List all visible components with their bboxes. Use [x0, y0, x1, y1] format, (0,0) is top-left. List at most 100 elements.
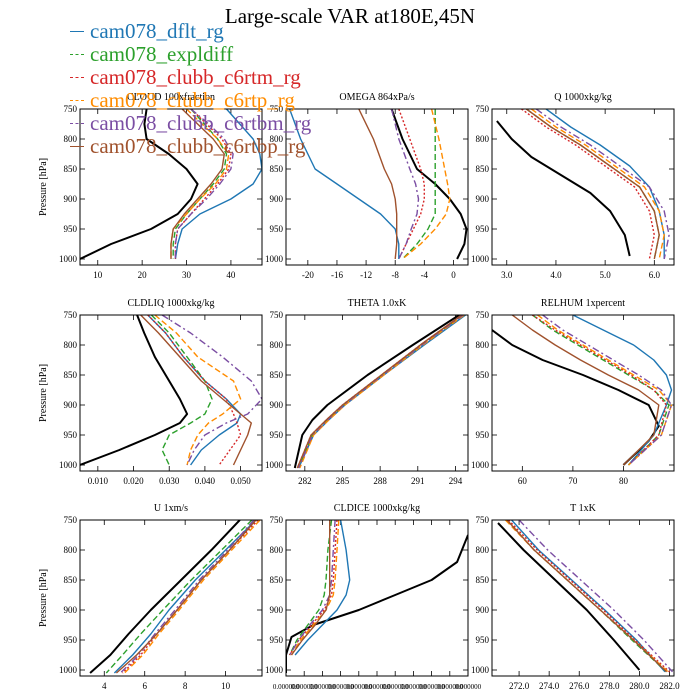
- series-line: [124, 520, 261, 674]
- y-tick-label: 800: [270, 340, 284, 350]
- x-tick-label: 291: [411, 476, 425, 486]
- series-line: [174, 109, 234, 259]
- x-tick-label: 0.000000: [291, 683, 318, 691]
- x-tick-label: 0.000000: [346, 683, 373, 691]
- x-tick-label: 60: [518, 476, 528, 486]
- series-line: [390, 109, 468, 260]
- x-tick-label: 272.0: [509, 681, 530, 691]
- y-tick-label: 800: [64, 340, 78, 350]
- y-tick-label: 950: [476, 430, 490, 440]
- series-line: [293, 315, 460, 469]
- series-line: [290, 520, 340, 656]
- y-tick-label: 850: [270, 164, 284, 174]
- x-tick-label: 282.0: [659, 681, 680, 691]
- y-tick-label: 1000: [265, 460, 284, 470]
- y-tick-label: 850: [476, 164, 490, 174]
- y-tick-label: 850: [64, 370, 78, 380]
- series-line: [113, 520, 257, 674]
- panel: U 1xm/s Pressure [hPa] 750 800 850 900 950 1000…: [38, 503, 263, 691]
- y-tick-label: 850: [64, 575, 78, 585]
- series-line: [296, 315, 463, 469]
- panel: CLOUD 100xfraction Pressure [hPa] 750 800 85…: [38, 92, 263, 280]
- plot-frame: [491, 108, 675, 266]
- y-tick-label: 900: [64, 400, 78, 410]
- series-line: [296, 315, 463, 469]
- series-line: [511, 520, 666, 673]
- series-line: [105, 520, 253, 674]
- series-line: [521, 109, 655, 260]
- y-tick-label: 800: [64, 545, 78, 555]
- y-tick-label: 1000: [471, 665, 490, 675]
- legend-swatch: [70, 77, 84, 78]
- x-tick-label: 5.0: [600, 270, 612, 280]
- series-line: [511, 315, 660, 466]
- plot-frame: [491, 519, 675, 677]
- series-line: [288, 520, 333, 656]
- legend-label: cam078_clubb_c6rtbp_rg: [90, 134, 306, 158]
- x-tick-label: -20: [302, 270, 314, 280]
- y-tick-label: 1000: [471, 254, 490, 264]
- series-line: [398, 109, 425, 260]
- series-line: [535, 109, 670, 260]
- series-line: [297, 315, 464, 469]
- plot-frame: [491, 314, 675, 472]
- panel-title: T 1xK: [570, 503, 596, 514]
- series-line: [390, 109, 420, 260]
- plot-frame: [79, 108, 263, 266]
- y-tick-label: 950: [64, 635, 78, 645]
- y-tick-label: 800: [270, 134, 284, 144]
- legend-swatch: [70, 100, 84, 101]
- y-tick-label: 900: [476, 605, 490, 615]
- x-tick-label: 20: [138, 270, 148, 280]
- series-line: [402, 109, 451, 260]
- y-tick-label: 900: [476, 400, 490, 410]
- y-tick-label: 950: [476, 224, 490, 234]
- y-tick-label: 850: [476, 370, 490, 380]
- y-tick-label: 950: [64, 224, 78, 234]
- panel-title: Q 1000xkg/kg: [554, 92, 612, 103]
- x-tick-label: 0.040: [195, 476, 216, 486]
- y-axis-label: Pressure [hPa]: [38, 364, 49, 422]
- x-tick-label: 0.000000: [364, 683, 391, 691]
- x-tick-label: -8: [391, 270, 399, 280]
- series-line: [299, 315, 465, 469]
- x-tick-label: 0.000000: [382, 683, 409, 691]
- series-line: [170, 109, 226, 259]
- series-line: [492, 329, 660, 466]
- series-line: [286, 534, 468, 673]
- legend-label: cam078_clubb_c6rtm_rg: [90, 65, 301, 89]
- y-tick-label: 950: [270, 430, 284, 440]
- plot-frame: [285, 314, 469, 472]
- x-tick-label: 274.0: [539, 681, 560, 691]
- plot-frame: [79, 314, 263, 472]
- x-tick-label: 6: [142, 681, 147, 691]
- x-tick-label: 294: [449, 476, 463, 486]
- series-line: [288, 109, 400, 259]
- y-tick-label: 750: [270, 310, 284, 320]
- series-line: [80, 109, 199, 260]
- x-tick-label: 0.000000: [327, 683, 354, 691]
- x-tick-label: 288: [373, 476, 387, 486]
- series-line: [154, 315, 242, 466]
- series-line: [150, 315, 213, 466]
- y-tick-label: 850: [270, 575, 284, 585]
- x-tick-label: 70: [568, 476, 578, 486]
- legend-swatch: [70, 146, 84, 147]
- legend-label: cam078_dflt_rg: [90, 19, 224, 43]
- series-line: [294, 520, 351, 656]
- x-tick-label: -16: [331, 270, 343, 280]
- x-tick-label: 80: [619, 476, 629, 486]
- y-tick-label: 750: [64, 515, 78, 525]
- legend-entry: cam078_clubb_c6rtp_rg: [70, 88, 311, 112]
- y-tick-label: 900: [476, 194, 490, 204]
- x-tick-label: -12: [360, 270, 372, 280]
- y-tick-label: 800: [64, 134, 78, 144]
- y-tick-label: 750: [64, 310, 78, 320]
- x-tick-label: 276.0: [569, 681, 590, 691]
- y-tick-label: 1000: [59, 665, 78, 675]
- series-line: [572, 315, 673, 466]
- series-line: [545, 109, 665, 259]
- y-tick-label: 850: [64, 164, 78, 174]
- x-tick-label: 0.000000: [455, 683, 482, 691]
